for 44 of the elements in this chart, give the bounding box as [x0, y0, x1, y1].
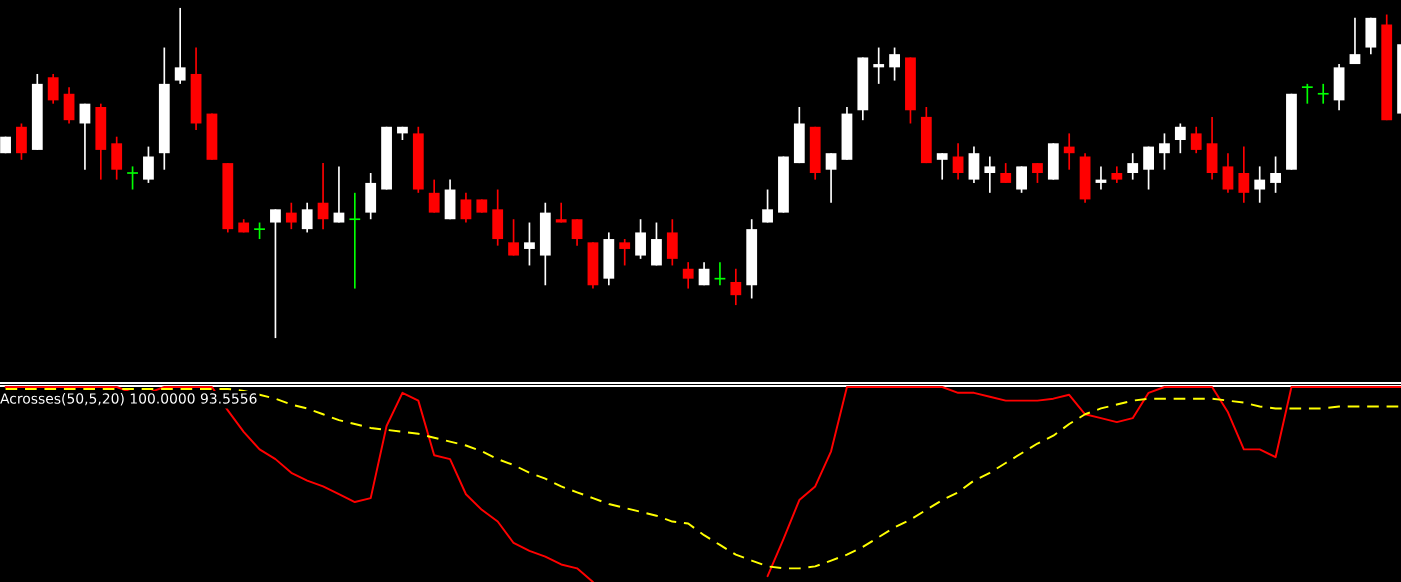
candlestick — [126, 165, 139, 191]
candlestick — [317, 162, 329, 230]
candlestick — [143, 145, 154, 184]
candlestick — [682, 261, 694, 290]
candlestick — [333, 165, 345, 224]
candlestick — [952, 142, 964, 181]
candlestick — [270, 208, 281, 339]
candlestick — [825, 152, 837, 204]
candlestick — [1349, 16, 1361, 65]
candlestick — [1301, 83, 1314, 105]
candlestick — [460, 191, 472, 224]
candlestick — [1127, 152, 1139, 181]
candlestick — [1316, 83, 1330, 105]
candlestick — [555, 201, 567, 224]
candlestick — [1143, 145, 1154, 191]
candlestick — [730, 267, 742, 306]
candlestick — [1222, 152, 1234, 194]
candlestick — [1254, 165, 1266, 204]
candlestick — [889, 46, 900, 82]
candlestick — [635, 218, 646, 260]
chart-title: Acrosses(50,5,20) 100.0000 93.5556 — [0, 393, 257, 406]
candlestick — [428, 178, 440, 214]
candlestick — [174, 7, 186, 85]
candlestick — [1190, 125, 1202, 155]
candlestick — [1270, 155, 1281, 194]
candlestick — [524, 221, 535, 267]
candlestick — [984, 155, 996, 194]
candlestick — [1238, 145, 1250, 204]
candlestick — [47, 73, 59, 105]
candlestick — [619, 238, 631, 267]
candlestick — [301, 201, 313, 234]
candlestick — [936, 152, 948, 181]
candlestick — [1032, 162, 1043, 184]
candlestick — [285, 201, 297, 230]
candlestick — [1159, 132, 1170, 171]
candlestick — [508, 218, 519, 257]
candlestick — [1174, 122, 1186, 155]
candlestick — [762, 188, 773, 224]
candlestick — [1016, 165, 1027, 194]
candlestick — [571, 218, 583, 247]
candlestick — [348, 191, 362, 290]
candlestick — [1063, 132, 1075, 171]
candlestick — [1000, 162, 1012, 184]
candlestick — [873, 46, 885, 85]
